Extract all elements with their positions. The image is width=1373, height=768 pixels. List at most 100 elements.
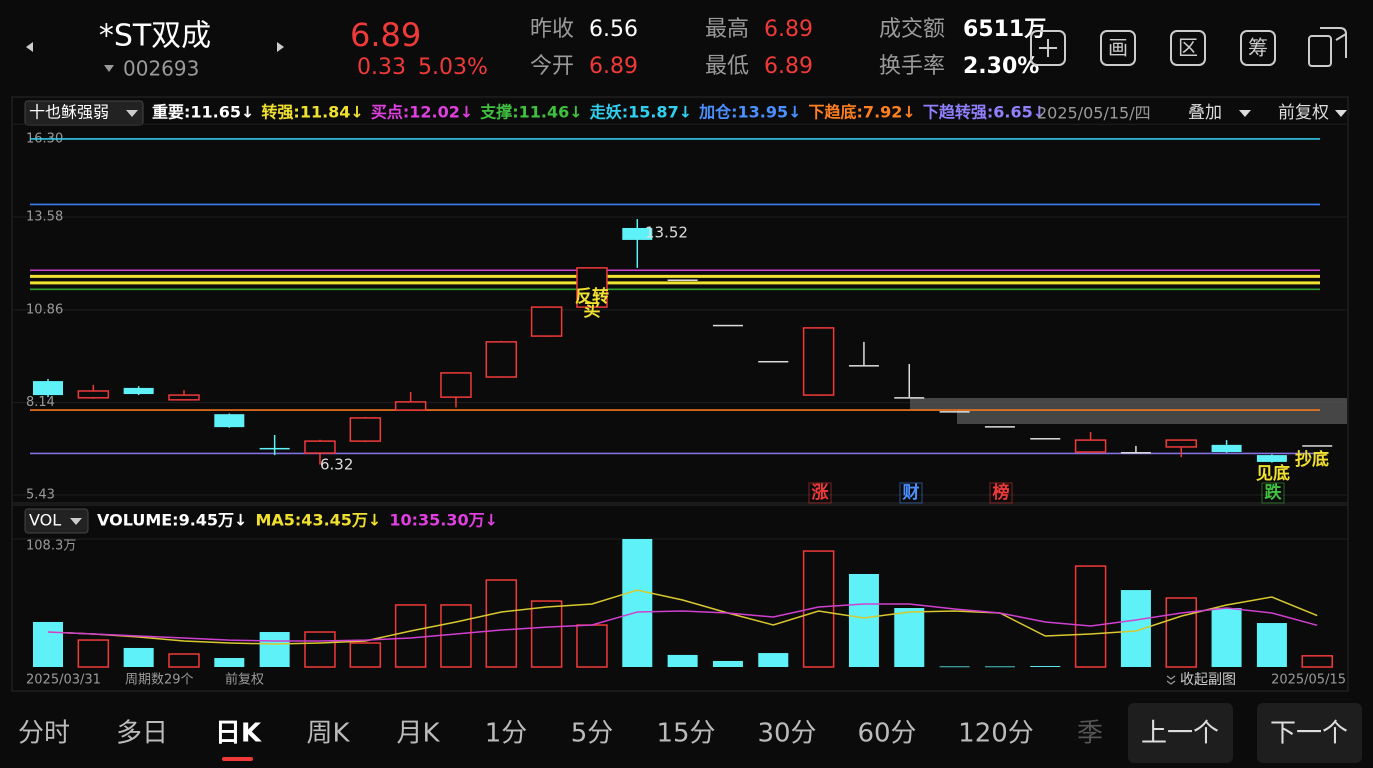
y-tick-label: 5.43 (26, 488, 55, 503)
candle-body (1074, 439, 1107, 453)
indicator-value: 重要:11.65↓ (152, 103, 254, 122)
nav-button-label[interactable]: 下一个 (1270, 719, 1348, 749)
period-tab[interactable]: 周K (306, 719, 350, 749)
candle-body (622, 227, 653, 240)
tool-icon[interactable] (1100, 30, 1136, 66)
indicator-selector[interactable] (24, 100, 144, 126)
period-tab[interactable]: 月K (396, 719, 440, 749)
volume-bar (123, 647, 154, 667)
period-tab[interactable]: 季 (1077, 719, 1103, 749)
volume-bar (485, 579, 518, 668)
candle-body (1030, 438, 1061, 440)
period-tab[interactable]: 120分 (958, 719, 1034, 749)
nav-button-label[interactable]: 上一个 (1141, 719, 1219, 749)
candle-body (1165, 439, 1197, 448)
candle-body (712, 324, 743, 327)
volume-bar (1301, 655, 1333, 668)
candle-body (984, 426, 1015, 428)
tool-icon-label: 筹 (1248, 36, 1268, 60)
volume-legend: MA5:43.45万↓ (255, 511, 381, 530)
volume-bar (1074, 565, 1107, 668)
annotation: 见底 (1256, 463, 1290, 484)
x-start-date: 2025/03/31 (26, 673, 101, 688)
period-tab[interactable]: 多日 (116, 719, 168, 749)
annotation: 反转 (575, 286, 609, 307)
period-tab[interactable]: 1分 (485, 719, 528, 749)
volume-bar (758, 653, 789, 667)
period-tab[interactable]: 5分 (571, 719, 614, 749)
footer-adjust: 前复权 (225, 672, 264, 688)
y-tick-label: 108.3万 (26, 539, 76, 554)
candle-body (939, 411, 970, 413)
volume-bar (1165, 597, 1197, 668)
stat-label: 最低 (705, 54, 749, 79)
candle-body (440, 372, 472, 398)
volume-selector[interactable] (24, 508, 89, 534)
period-tab[interactable]: 15分 (656, 719, 715, 749)
volume-bar (77, 639, 110, 668)
ma-line (47, 603, 1318, 642)
device-icon[interactable] (1308, 35, 1332, 67)
change-pct: 5.03% (418, 55, 488, 80)
candle-body (1120, 452, 1151, 454)
tool-icon[interactable] (1170, 30, 1206, 66)
candle-body (304, 440, 336, 454)
candle-body (123, 387, 154, 395)
y-tick-label: 10.86 (26, 302, 63, 317)
stock-code: 002693 (123, 57, 199, 81)
candle-body (894, 397, 925, 399)
stat-label: 换手率 (879, 54, 945, 79)
volume-bar (984, 666, 1015, 668)
tool-icon[interactable] (1240, 30, 1276, 66)
candle-body (758, 360, 789, 363)
volume-bar (214, 658, 245, 667)
selector-caret (70, 518, 82, 525)
annotation: 买 (584, 301, 601, 321)
adjust-button[interactable]: 前复权 (1278, 103, 1329, 123)
chart-date: 2025/05/15/四 (1037, 104, 1151, 123)
period-tab[interactable]: 60分 (857, 719, 916, 749)
candle-body (77, 390, 110, 399)
stat-value: 6.56 (589, 17, 638, 42)
period-tab[interactable]: 30分 (757, 719, 816, 749)
period-tab[interactable]: 分时 (18, 719, 70, 749)
collapse-button[interactable]: 收起副图 (1180, 672, 1236, 688)
stat-value: 6511万 (963, 17, 1046, 42)
stat-label: 最高 (705, 17, 749, 42)
next-arrow[interactable] (277, 42, 284, 52)
indicator-value: 走妖:15.87↓ (589, 103, 692, 122)
candle-body (848, 365, 879, 367)
overlay-button[interactable]: 叠加 (1188, 103, 1222, 123)
nav-button[interactable] (1257, 703, 1362, 763)
prev-arrow[interactable] (26, 42, 33, 52)
volume-bar (802, 550, 835, 668)
overlay-caret (1239, 110, 1251, 117)
stat-value: 2.30% (963, 54, 1039, 79)
device-icon-detail (1320, 27, 1347, 58)
volume-bar (1030, 666, 1061, 667)
volume-panel (11, 504, 1349, 692)
indicator-selector-label: 十也稣强弱 (29, 103, 109, 122)
volume-legend: 10:35.30万↓ (389, 511, 498, 530)
stat-label: 昨收 (530, 17, 574, 42)
ma-line (47, 589, 1318, 645)
period-tab[interactable]: 日K (215, 719, 262, 749)
stock-name: *ST双成 (99, 19, 211, 54)
volume-bar (349, 642, 382, 668)
stat-label: 成交额 (879, 17, 945, 42)
nav-button[interactable] (1128, 703, 1233, 763)
volume-bar (622, 539, 653, 667)
candle-body (1302, 445, 1333, 447)
stat-label: 今开 (530, 54, 574, 79)
candle-body (33, 381, 63, 396)
indicator-value: 下趋底:7.92↓ (809, 103, 916, 122)
candle-body (530, 306, 563, 337)
annotation-box (808, 482, 832, 504)
add-icon[interactable] (1030, 30, 1066, 66)
annotation-box (899, 482, 923, 504)
tool-icon-label: 区 (1178, 36, 1198, 60)
annotation: 财 (902, 482, 920, 503)
candle-body (168, 394, 200, 401)
candle-body (485, 341, 518, 378)
